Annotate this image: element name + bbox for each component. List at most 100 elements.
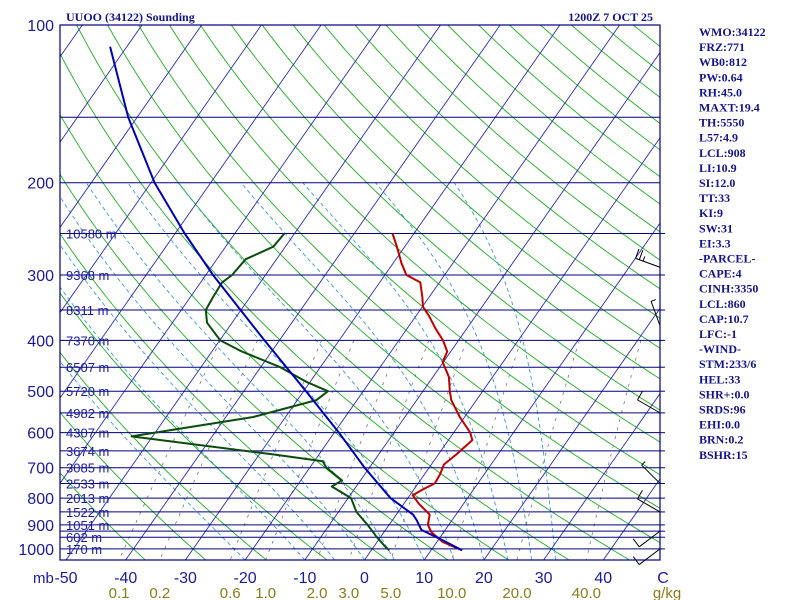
temperature-tick-label: -30: [174, 570, 197, 587]
wind-barb-staff: [637, 399, 661, 414]
index-entry: EHI:0.0: [699, 418, 740, 432]
mixing-ratio-unit-label: g/kg: [653, 585, 681, 600]
index-entry: FRZ:771: [699, 40, 745, 54]
wind-barb-flag: [637, 490, 643, 500]
index-entry: STM:233/6: [699, 357, 756, 371]
height-label: 3674 m: [66, 444, 109, 459]
temperature-tick-label: -50: [54, 570, 77, 587]
index-entry: LI:10.9: [699, 161, 737, 175]
index-entry: BRN:0.2: [699, 433, 743, 447]
index-entry: WMO:34122: [699, 25, 766, 39]
temperature-tick-label: -10: [293, 570, 316, 587]
wind-barb: [637, 390, 661, 414]
wind-barb-flag: [637, 390, 643, 401]
dry-adiabat: [76, 25, 630, 560]
height-label: 5720 m: [66, 384, 109, 399]
index-entry: KI:9: [699, 206, 723, 220]
moist-adiabat: [127, 182, 425, 560]
isotherm: [125, 25, 501, 560]
temperature-tick-label: 10: [415, 570, 433, 587]
mixing-ratio-label: 0.6: [220, 585, 241, 600]
mixing-ratio-line: [516, 340, 580, 560]
index-entry: SI:12.0: [699, 176, 735, 190]
dry-adiabat: [261, 25, 660, 380]
plot-frame: [59, 24, 661, 561]
height-label: 7370 m: [66, 333, 109, 348]
moist-adiabat: [177, 182, 455, 560]
moist-adiabat: [60, 243, 335, 560]
moist-adiabat: [453, 182, 556, 560]
temperature-tick-label: 0: [360, 570, 369, 587]
index-entry: CAPE:4: [699, 267, 742, 281]
index-entry: LCL:908: [699, 146, 746, 160]
wind-barb: [635, 248, 661, 268]
dry-adiabat: [292, 25, 660, 349]
index-entry: BSHR:15: [699, 448, 748, 462]
dry-adiabat: [385, 25, 660, 261]
height-label: 8311 m: [66, 303, 108, 318]
index-entry: PW:0.64: [699, 70, 743, 84]
pressure-tick-label: 600: [27, 426, 54, 443]
index-entry: EI:3.3: [699, 236, 731, 250]
chart-title: UUOO (34122) Sounding: [66, 10, 195, 24]
wind-barb-flag: [641, 461, 646, 466]
dry-adiabat: [60, 113, 509, 560]
series-layer: [109, 46, 474, 552]
dry-adiabat: [60, 292, 328, 560]
height-label: 4982 m: [66, 406, 109, 421]
pressure-tick-label: 100: [27, 18, 54, 35]
mixing-ratio-line: [348, 340, 430, 560]
mixing-ratio-line: [229, 340, 322, 560]
moist-adiabat: [302, 182, 509, 560]
dry-adiabat: [199, 25, 660, 443]
mixing-ratio-label: 5.0: [380, 585, 401, 600]
pressure-tick-label: 200: [27, 176, 54, 193]
wind-barb-staff: [637, 498, 661, 513]
dry-adiabat: [138, 25, 660, 509]
pressure-unit-label: mb: [33, 570, 54, 587]
sounding-time: 1200Z 7 OCT 25: [568, 10, 653, 24]
isotherm: [60, 25, 322, 399]
dry-adiabat: [60, 173, 449, 560]
mixing-ratio-label: 20.0: [502, 585, 531, 600]
temperature-tick-label: -20: [234, 570, 257, 587]
dry-adiabat: [323, 25, 660, 319]
wind-barb: [641, 461, 661, 484]
index-entry: HEL:33: [699, 372, 740, 386]
moist-adiabat: [85, 182, 395, 560]
mixing-ratio-label: 10.0: [437, 585, 466, 600]
isotherm: [60, 25, 203, 229]
height-label: 3085 m: [66, 461, 109, 476]
grid-layer: [60, 25, 660, 560]
height-label: 1522 m: [66, 505, 109, 520]
mixing-ratio-label: 3.0: [338, 585, 359, 600]
index-entry: SRDS:96: [699, 403, 746, 417]
pressure-tick-label: 900: [27, 518, 54, 535]
pressure-tick-label: 1000: [18, 542, 54, 559]
isotherm: [423, 222, 660, 560]
index-entry: SW:31: [699, 221, 733, 235]
index-entry: LCL:860: [699, 297, 746, 311]
pressure-tick-label: 700: [27, 461, 54, 478]
height-label: 2013 m: [66, 491, 109, 506]
isotherm: [364, 137, 660, 560]
height-label: 9368 m: [66, 268, 109, 283]
dry-adiabat: [60, 472, 146, 560]
index-entry: CAP:10.7: [699, 312, 749, 326]
moist-adiabat: [60, 195, 365, 560]
wind-barb: [637, 490, 661, 513]
moist-adiabat: [375, 182, 533, 560]
temperature-tick-label: -40: [114, 570, 137, 587]
wind-barb-staff: [638, 548, 661, 565]
index-entry: SHR+:0.0: [699, 387, 750, 401]
wind-barb-flag: [650, 299, 656, 302]
series-parcel-path: [109, 46, 463, 552]
index-entry: L57:4.9: [699, 131, 738, 145]
isotherm: [65, 25, 441, 560]
isotherm: [185, 25, 561, 560]
dry-adiabat: [60, 411, 207, 560]
height-label: 10580 m: [66, 226, 117, 241]
